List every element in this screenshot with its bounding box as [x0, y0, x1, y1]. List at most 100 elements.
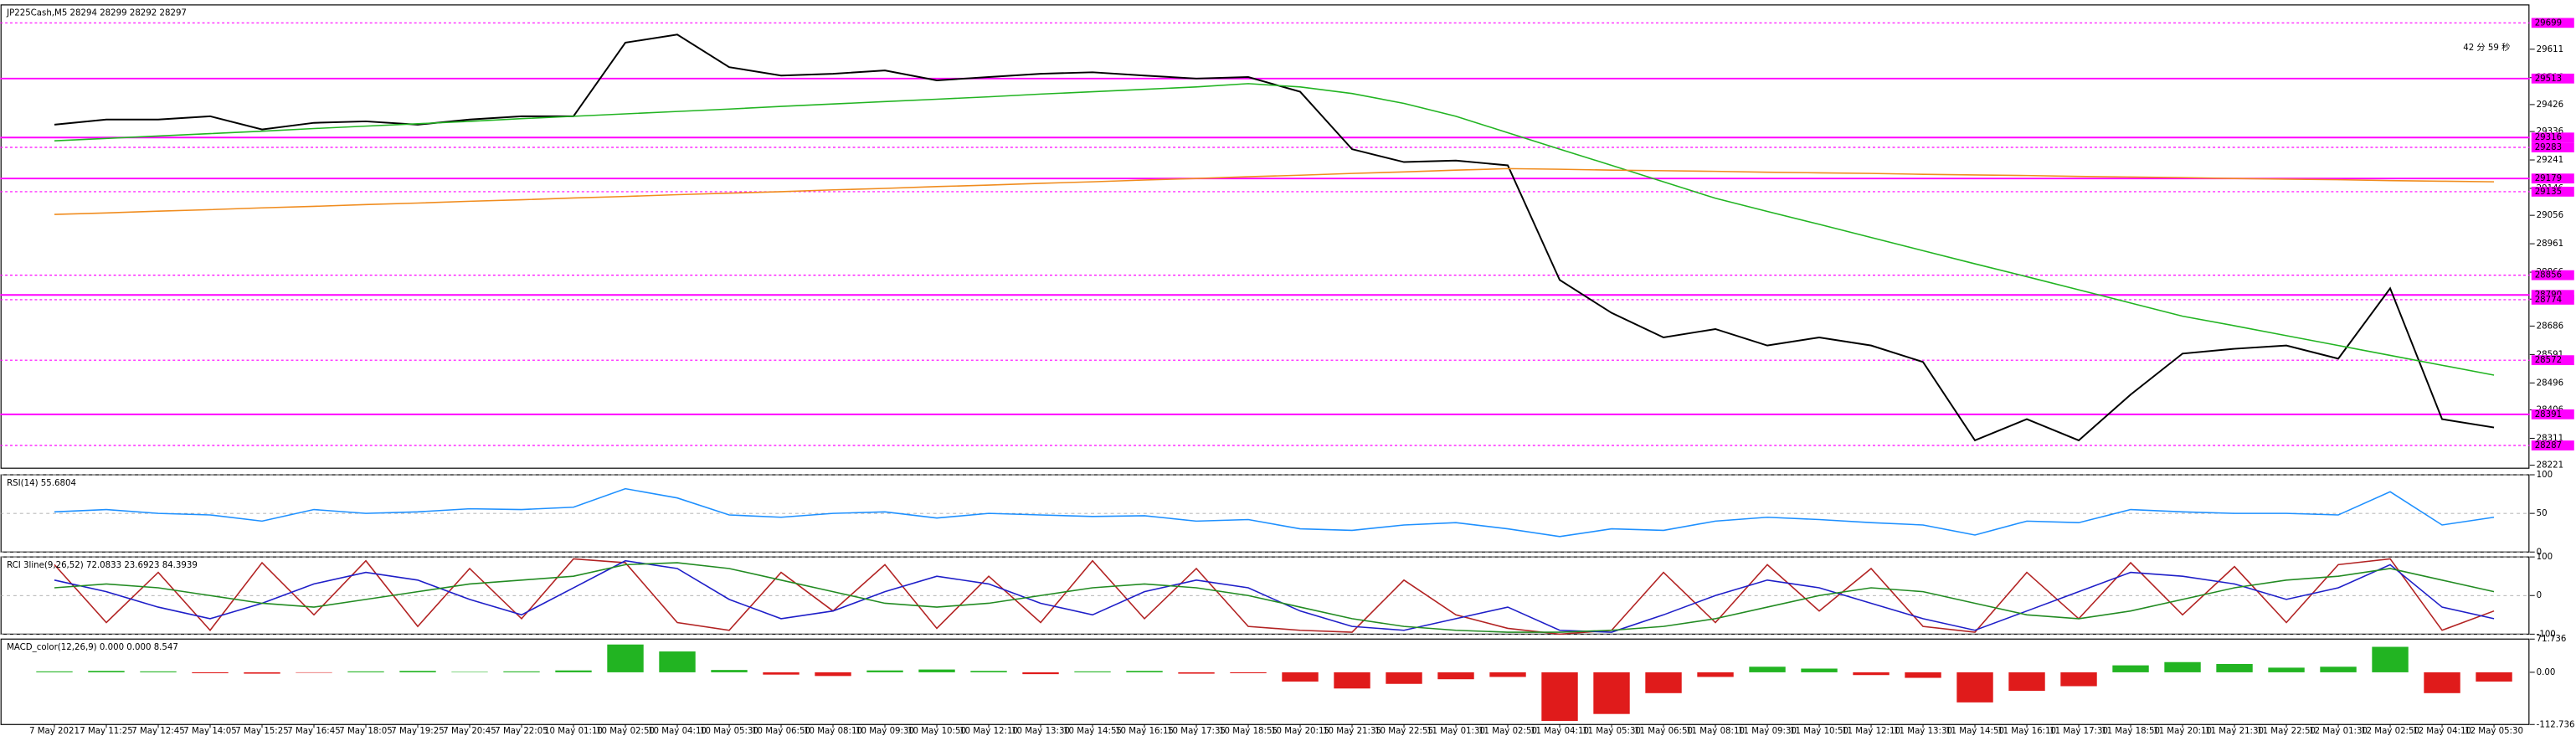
- x-tick-label: 7 May 16:45: [287, 727, 340, 736]
- histogram-bar: [1749, 667, 1786, 672]
- x-tick-label: 10 May 18:55: [1219, 727, 1278, 736]
- level-tag: [2531, 409, 2574, 419]
- histogram-bar: [1178, 672, 1215, 674]
- histogram-bar: [2268, 667, 2305, 672]
- x-tick-label: 11 May 12:10: [1842, 727, 1900, 736]
- panel-frame: [0, 4, 2530, 469]
- histogram-bar: [2320, 667, 2357, 672]
- x-tick-label: 10 May 20:15: [1271, 727, 1329, 736]
- series-line: [54, 83, 2495, 376]
- x-tick-label: 12 May 05:30: [2465, 727, 2523, 736]
- x-tick-label: 10 May 01:10: [544, 727, 603, 736]
- y-tick-label: 100: [2537, 553, 2553, 562]
- level-label: 29513: [2535, 75, 2562, 84]
- histogram-bar: [2112, 665, 2149, 672]
- histogram-bar: [2476, 672, 2512, 682]
- x-tick-label: 10 May 13:30: [1011, 727, 1070, 736]
- histogram-bar: [815, 672, 851, 677]
- y-tick-label: 29336: [2537, 127, 2563, 136]
- y-tick-label: 29241: [2537, 156, 2563, 165]
- x-tick-label: 7 May 18:05: [339, 727, 392, 736]
- y-tick-label: 28311: [2537, 434, 2563, 443]
- histogram-bar: [1282, 672, 1319, 682]
- level-tag: [2531, 270, 2574, 281]
- x-tick-label: 10 May 05:30: [700, 727, 758, 736]
- y-tick-label: 28961: [2537, 239, 2563, 249]
- histogram-bar: [2164, 661, 2201, 672]
- y-tick-label: 28496: [2537, 378, 2563, 388]
- level-tag: [2531, 355, 2574, 366]
- x-tick-label: 10 May 22:55: [1375, 727, 1433, 736]
- level-label: 28287: [2535, 441, 2562, 450]
- x-tick-label: 11 May 18:50: [2101, 727, 2160, 736]
- x-tick-label: 11 May 02:50: [1478, 727, 1537, 736]
- y-tick-label: 29426: [2537, 100, 2563, 110]
- histogram-bar: [1853, 672, 1890, 676]
- histogram-bar: [607, 644, 644, 672]
- level-label: 28572: [2535, 356, 2562, 365]
- x-tick-label: 10 May 17:35: [1167, 727, 1226, 736]
- y-tick-label: 100: [2537, 471, 2553, 480]
- histogram-bar: [1905, 672, 1941, 678]
- histogram-bar: [1230, 672, 1267, 674]
- x-tick-label: 10 May 02:50: [596, 727, 655, 736]
- level-label: 29135: [2535, 188, 2562, 197]
- x-tick-label: 11 May 20:10: [2153, 727, 2212, 736]
- x-tick-label: 10 May 10:50: [908, 727, 966, 736]
- x-tick-label: 10 May 04:10: [648, 727, 707, 736]
- panel-title: JP225Cash,M5 28294 28299 28292 28297: [6, 9, 187, 18]
- histogram-bar: [88, 671, 125, 672]
- x-tick-label: 7 May 2021: [29, 727, 80, 736]
- histogram-bar: [763, 672, 800, 675]
- x-tick-label: 12 May 04:10: [2413, 727, 2471, 736]
- series-line: [54, 33, 2495, 442]
- x-tick-label: 7 May 11:25: [80, 727, 132, 736]
- x-tick-label: 11 May 17:30: [2049, 727, 2108, 736]
- level-tag: [2531, 73, 2574, 84]
- series-line: [54, 558, 2495, 636]
- histogram-bar: [192, 672, 229, 674]
- level-label: 29699: [2535, 18, 2562, 28]
- series-line: [54, 559, 2495, 633]
- y-tick-label: 0: [2537, 591, 2542, 600]
- x-tick-label: 10 May 08:10: [804, 727, 862, 736]
- panel-title: MACD_color(12,26,9) 0.000 0.000 8.547: [7, 643, 178, 652]
- histogram-bar: [1956, 672, 1993, 703]
- histogram-bar: [1645, 672, 1682, 693]
- histogram-bar: [399, 671, 436, 672]
- histogram-bar: [296, 672, 332, 673]
- level-label: 28391: [2535, 410, 2562, 419]
- histogram-bar: [555, 670, 592, 672]
- x-tick-label: 11 May 01:30: [1427, 727, 1485, 736]
- x-tick-label: 11 May 06:50: [1634, 727, 1693, 736]
- x-tick-label: 11 May 10:50: [1790, 727, 1848, 736]
- x-tick-label: 11 May 13:30: [1894, 727, 1952, 736]
- histogram-bar: [970, 671, 1007, 672]
- x-tick-label: 11 May 22:50: [2257, 727, 2316, 736]
- level-label: 28856: [2535, 271, 2562, 281]
- y-tick-label: 71.736: [2537, 635, 2567, 644]
- histogram-bar: [1126, 671, 1163, 672]
- y-tick-label: 28221: [2537, 461, 2563, 471]
- level-tag: [2531, 440, 2574, 450]
- histogram-bar: [2216, 663, 2253, 672]
- level-label: 29179: [2535, 174, 2562, 183]
- histogram-bar: [1541, 672, 1578, 721]
- series-line: [54, 562, 2495, 633]
- x-tick-label: 11 May 08:10: [1686, 727, 1745, 736]
- bar-timer: 42 分 59 秒: [2463, 42, 2510, 53]
- histogram-bar: [1697, 672, 1734, 677]
- histogram-bar: [2372, 646, 2409, 672]
- x-tick-label: 12 May 01:30: [2309, 727, 2368, 736]
- x-tick-label: 11 May 16:10: [1998, 727, 2056, 736]
- x-tick-label: 7 May 12:45: [131, 727, 184, 736]
- histogram-bar: [2008, 672, 2045, 692]
- level-tag: [2531, 295, 2574, 305]
- panel-title: RCI 3line(9,26,52) 72.0833 23.6923 84.39…: [7, 561, 198, 570]
- y-tick-label: -112.736: [2537, 720, 2575, 729]
- y-tick-label: 50: [2537, 509, 2548, 518]
- histogram-bar: [659, 651, 696, 672]
- x-tick-label: 10 May 16:15: [1115, 727, 1174, 736]
- histogram-bar: [918, 669, 955, 672]
